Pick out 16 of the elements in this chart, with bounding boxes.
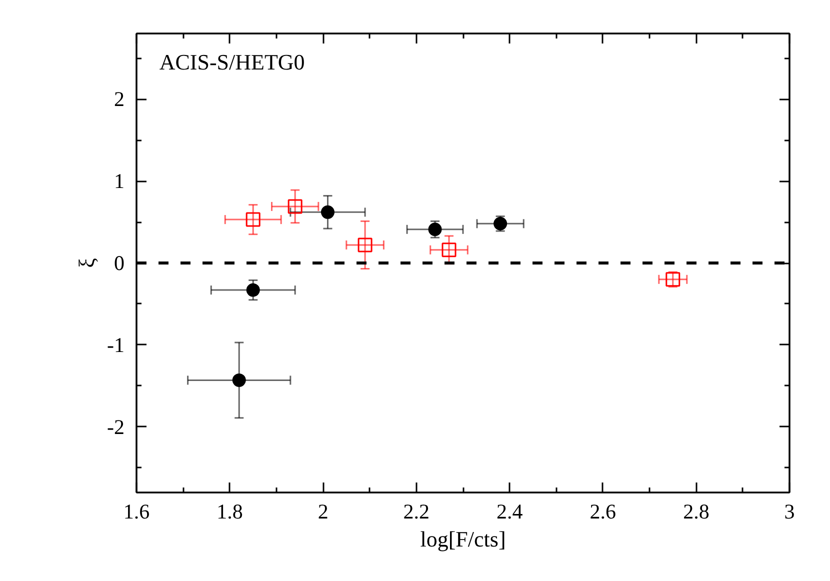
x-tick-label: 1.6 — [123, 500, 150, 524]
x-tick-label: 2.2 — [403, 500, 430, 524]
x-tick-label: 2 — [318, 500, 328, 524]
x-tick-label: 2.4 — [496, 500, 524, 524]
y-axis-title: ξ — [74, 258, 100, 268]
x-tick-label: 2.8 — [683, 500, 710, 524]
annotation: ACIS-S/HETG0 — [159, 50, 305, 75]
y-tick-label: 2 — [114, 87, 124, 112]
x-tick-label: 2.6 — [590, 500, 616, 524]
x-tick-label: 3 — [784, 500, 795, 524]
y-tick-label: -1 — [107, 332, 125, 357]
x-axis-title: log[F/cts] — [420, 526, 506, 552]
y-tick-label: -2 — [107, 414, 125, 439]
y-tick-label: 1 — [114, 169, 124, 194]
y-tick-label: 0 — [114, 251, 124, 275]
x-tick-label: 1.8 — [216, 500, 243, 524]
